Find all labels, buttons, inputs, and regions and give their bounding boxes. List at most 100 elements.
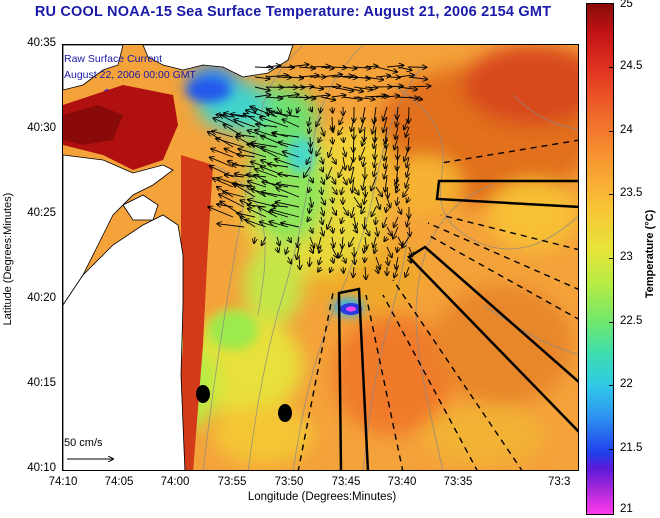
current-vector	[332, 256, 334, 263]
current-vector	[298, 67, 315, 68]
current-vector	[254, 77, 270, 79]
current-vector	[386, 136, 388, 148]
current-vector	[297, 236, 299, 247]
current-vector	[331, 76, 353, 77]
current-vector	[409, 226, 410, 236]
current-vector	[320, 75, 342, 78]
current-vector	[332, 236, 334, 247]
current-vector	[343, 266, 344, 273]
colorbar-tick-mark	[609, 258, 614, 259]
current-vector	[320, 97, 335, 100]
current-vector	[403, 186, 410, 197]
current-vector	[208, 207, 234, 218]
current-vector	[332, 136, 333, 144]
current-vector	[233, 184, 256, 198]
current-vector	[364, 216, 365, 229]
current-vector	[404, 116, 410, 129]
colorbar-tick-mark	[609, 449, 614, 450]
current-vector	[223, 192, 245, 198]
current-vector	[320, 67, 334, 68]
current-vector	[268, 164, 289, 168]
x-tick-label: 73:55	[217, 476, 247, 488]
current-vector	[396, 116, 398, 127]
x-tick-label: 74:05	[104, 476, 134, 488]
current-vector	[309, 87, 323, 89]
current-vector	[332, 196, 333, 203]
current-vector	[365, 266, 366, 279]
current-vector	[299, 256, 300, 269]
y-tick-label: 40:10	[27, 462, 56, 474]
current-vector	[272, 205, 289, 207]
current-vector	[405, 266, 410, 277]
x-tick-label: 73:50	[274, 476, 304, 488]
current-vector	[277, 236, 280, 246]
y-tick-label: 40:25	[27, 207, 56, 219]
current-vector	[364, 87, 377, 88]
current-vector	[273, 134, 300, 138]
colorbar-tick-label: 21.5	[620, 442, 643, 454]
current-vector	[321, 206, 324, 215]
current-vector	[351, 206, 354, 217]
x-tick-label: 73:3	[548, 476, 571, 488]
current-vector	[362, 136, 365, 146]
current-vector	[342, 226, 343, 233]
current-vector	[394, 266, 399, 277]
current-vector	[321, 196, 325, 205]
current-vector	[309, 236, 314, 248]
station-marker	[196, 385, 210, 403]
current-vector	[210, 157, 234, 168]
current-vector	[331, 95, 345, 97]
current-vector	[342, 67, 357, 69]
current-vector	[407, 216, 409, 227]
current-vector	[406, 126, 409, 137]
current-vector	[385, 176, 387, 192]
current-vector	[408, 77, 427, 79]
current-vector	[396, 176, 398, 188]
current-vector	[409, 106, 410, 123]
current-vector	[374, 246, 376, 253]
current-vector	[363, 176, 365, 190]
current-vector	[318, 267, 321, 272]
current-vector	[352, 176, 354, 192]
current-vector	[394, 136, 399, 149]
colorbar-tick-label: 22.5	[620, 315, 643, 327]
current-vector	[343, 136, 344, 142]
sst-map-canvas	[63, 45, 578, 470]
current-vector	[237, 213, 256, 218]
current-vector	[339, 116, 343, 124]
current-vector	[396, 186, 398, 192]
current-vector	[287, 77, 303, 78]
current-vector	[387, 196, 390, 207]
current-vector	[397, 156, 398, 170]
current-vector	[318, 136, 321, 142]
current-vector	[213, 118, 234, 128]
current-vector	[364, 66, 378, 67]
current-vector	[374, 146, 376, 159]
current-vector	[321, 186, 322, 194]
current-vector	[261, 167, 289, 178]
current-vector	[376, 216, 377, 224]
current-vector	[375, 196, 380, 209]
current-vector	[278, 174, 300, 178]
current-vector	[321, 176, 324, 184]
current-vector	[237, 134, 256, 137]
current-vector	[386, 246, 392, 257]
current-vector	[364, 246, 365, 253]
current-vector	[238, 149, 267, 158]
current-vector	[318, 236, 321, 249]
x-tick-label: 73:40	[387, 476, 417, 488]
current-vector	[397, 106, 398, 119]
current-vector	[321, 216, 323, 224]
x-tick-label: 74:00	[160, 476, 190, 488]
current-vector	[256, 124, 278, 127]
y-tick-label: 40:30	[27, 122, 56, 134]
scale-label: 50 cm/s	[64, 437, 103, 449]
current-vector	[331, 186, 337, 194]
current-vector	[276, 95, 299, 98]
current-vector	[331, 86, 353, 91]
current-vector	[316, 146, 322, 156]
current-vector	[332, 176, 335, 184]
current-vector	[393, 226, 399, 239]
shipping-lanes	[297, 139, 578, 470]
current-vector	[409, 256, 411, 263]
